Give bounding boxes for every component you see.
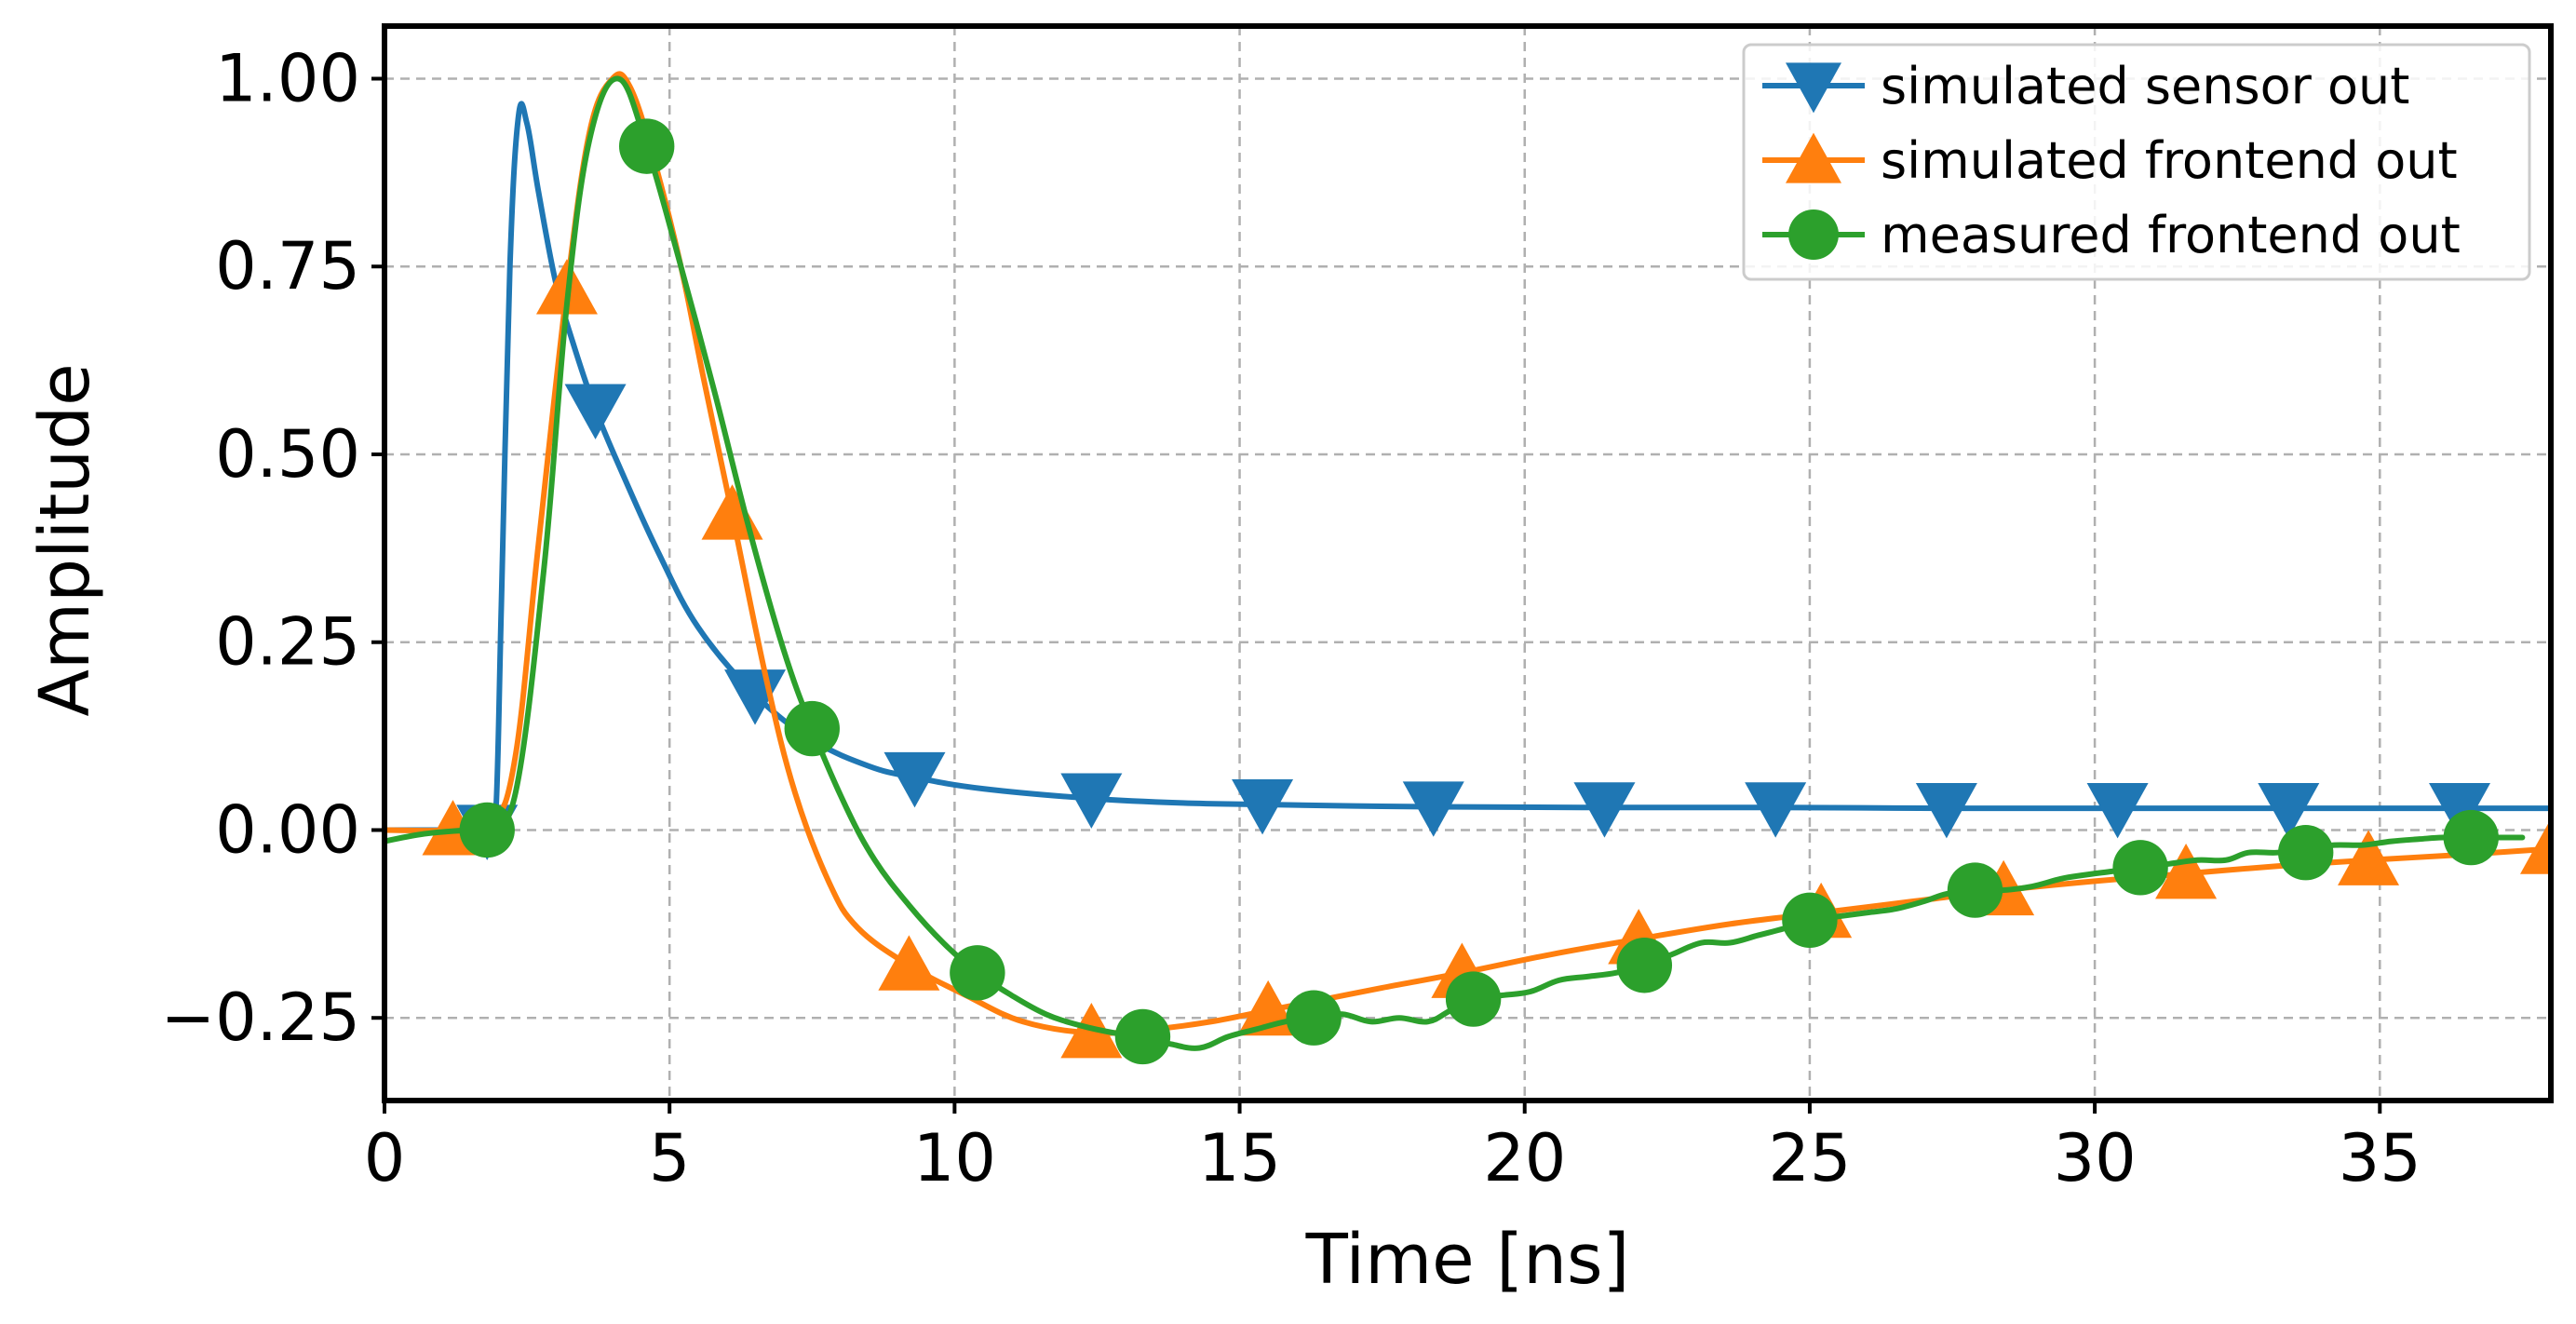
- legend-item: measured frontend out: [1762, 206, 2461, 264]
- data-point: [1915, 783, 1977, 839]
- series-layer: [384, 71, 2551, 1065]
- data-point: [2086, 783, 2149, 839]
- x-tick-label: 35: [2339, 1120, 2421, 1196]
- y-axis-label: Amplitude: [25, 363, 105, 716]
- legend-marker: [1788, 209, 1839, 260]
- data-point: [1232, 778, 1294, 835]
- data-point: [2112, 840, 2168, 896]
- y-tick-label: 0.25: [215, 604, 360, 681]
- y-tick-label: 0.50: [215, 416, 360, 493]
- data-point: [883, 751, 946, 808]
- data-point: [618, 118, 675, 174]
- legend: simulated sensor out simulated frontend o…: [1742, 43, 2531, 281]
- legend-label: measured frontend out: [1881, 206, 2461, 264]
- data-point: [724, 669, 787, 725]
- data-point: [1445, 971, 1502, 1027]
- data-point: [2443, 809, 2499, 866]
- y-tick-label: 1.00: [215, 40, 360, 116]
- x-tick-label: 20: [1483, 1120, 1566, 1196]
- data-point: [784, 700, 840, 757]
- series-measured-frontend-out: [384, 75, 2526, 1065]
- legend-item: simulated frontend out: [1762, 131, 2458, 190]
- legend-marker: [1786, 62, 1841, 114]
- data-point: [2338, 830, 2400, 885]
- data-point: [2429, 783, 2491, 839]
- data-point: [1402, 781, 1464, 837]
- data-point: [1573, 782, 1636, 838]
- x-tick-label: 15: [1198, 1120, 1281, 1196]
- data-point: [459, 802, 515, 858]
- data-point: [878, 935, 940, 991]
- data-point: [2258, 783, 2320, 839]
- x-axis-label: Time [ns]: [1305, 1220, 1630, 1300]
- data-point: [950, 945, 1005, 1001]
- x-axis-ticks: 0 5 10 15 20 25 30 35: [364, 1101, 2421, 1196]
- plot-frame: [382, 23, 2554, 1103]
- data-point: [1060, 773, 1123, 829]
- x-tick-label: 30: [2054, 1120, 2137, 1196]
- data-point: [2277, 824, 2334, 881]
- y-tick-label: 0.00: [215, 791, 360, 868]
- data-point: [1114, 1008, 1171, 1065]
- y-tick-label: 0.75: [215, 228, 360, 304]
- x-tick-label: 0: [364, 1120, 406, 1196]
- legend-box: [1742, 43, 2531, 281]
- legend-label: simulated frontend out: [1881, 131, 2458, 190]
- data-point: [564, 384, 627, 439]
- data-point: [2155, 843, 2218, 899]
- data-point: [1947, 862, 2003, 918]
- data-point: [1616, 938, 1673, 993]
- y-axis-ticks: 1.00 0.75 0.50 0.25 0.00 −0.25: [160, 40, 384, 1056]
- data-point: [1745, 782, 1807, 838]
- data-point: [1286, 990, 1342, 1046]
- data-point: [2520, 818, 2551, 874]
- x-tick-label: 5: [649, 1120, 691, 1196]
- legend-marker: [1786, 132, 1841, 183]
- x-tick-label: 10: [913, 1120, 996, 1196]
- x-tick-label: 25: [1768, 1120, 1851, 1196]
- data-point: [1782, 892, 1838, 949]
- legend-item: simulated sensor out: [1762, 57, 2409, 115]
- legend-label: simulated sensor out: [1881, 57, 2409, 115]
- y-tick-label: −0.25: [160, 979, 360, 1056]
